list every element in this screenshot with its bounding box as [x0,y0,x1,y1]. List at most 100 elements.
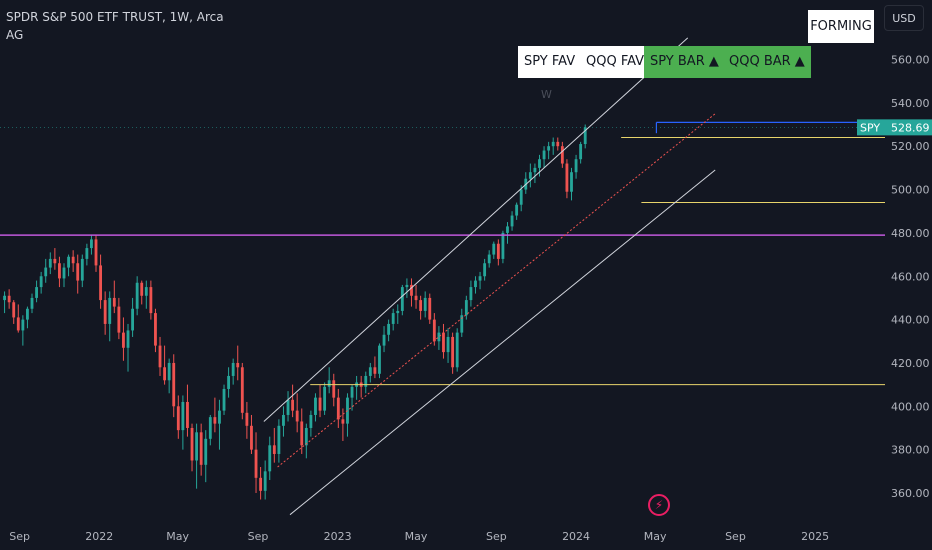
candle [327,367,331,394]
last-price-label: SPY 528.69 [857,119,932,136]
spy-bar-button[interactable]: SPY BAR ▲ [644,46,725,78]
candle [250,414,253,454]
candle-body [350,386,354,398]
candle [48,252,52,275]
candle-body [455,332,459,368]
candle [222,384,226,415]
price-axis[interactable]: 360.00 380.00 400.00 420.00 440.00 460.00 480.… [857,0,932,550]
currency-button[interactable]: USD [884,5,924,31]
candle-body [382,334,386,346]
time-axis[interactable]: Sep 2022 May Sep 2023 May Sep 2024 May Sep 2025 [0,524,932,550]
candle-body [103,300,107,324]
x-tick-label: Sep [725,530,746,543]
candle-body [341,419,345,424]
candle-body [71,256,75,264]
watermark: W [541,88,552,101]
candle-body [195,432,199,461]
y-tick-label: 360.00 [891,487,930,500]
candle-body [478,276,482,281]
candle [126,323,130,372]
candle-body [423,297,427,311]
candle-body [451,336,455,368]
candle-body [437,332,441,342]
candle [167,358,171,394]
candle-body [3,295,6,301]
candle-body [204,438,208,465]
candle [304,423,308,459]
y-tick-label: 520.00 [891,140,930,153]
candle-body [542,150,546,160]
candle [396,304,400,324]
candle-body [510,215,514,227]
candle-body [254,449,258,478]
candle [181,395,185,450]
candle-body [117,306,121,333]
candle [501,230,505,264]
qqq-bar-button[interactable]: QQQ BAR ▲ [723,46,811,78]
candle [112,280,116,314]
candle-body [538,159,541,168]
candle-body [400,287,404,311]
last-price-symbol: SPY [860,121,880,134]
candle-body [419,300,423,311]
candle-body [583,127,587,145]
candle-body [565,163,569,192]
candle-body [12,302,16,318]
x-tick-label: Sep [486,530,507,543]
candle [414,284,418,309]
candle-body [99,265,103,301]
candle [44,258,48,283]
candle [277,419,281,463]
candle-body [21,319,25,331]
candle [208,414,212,446]
candle-body [387,323,391,335]
candle-body [167,362,171,381]
candle-body [327,380,331,387]
candle-body [368,367,372,376]
candle [204,430,208,483]
candle [295,393,299,433]
candle [268,436,272,480]
spy-fav-button[interactable]: SPY FAV [518,46,582,78]
candle [99,254,103,309]
candle [282,406,285,437]
candle [58,256,61,288]
candle-body [318,397,322,411]
candle [272,427,276,463]
candle [39,271,43,294]
candle [528,163,532,188]
candle [506,222,509,244]
candle-body [460,315,464,333]
candle-body [560,146,564,164]
candle-body [492,243,496,255]
candle-body [122,332,125,348]
candle [464,295,468,320]
candle [240,362,244,420]
candle [346,393,349,437]
candle [199,423,203,476]
candle-body [250,425,253,450]
candle [7,289,11,309]
candle [496,239,500,266]
candle [547,141,551,160]
candle-body [190,427,194,461]
lightning-icon[interactable]: ⚡ [648,494,670,516]
qqq-fav-button[interactable]: QQQ FAV [580,46,651,78]
candle [382,326,386,353]
price-axis-bg [885,0,932,550]
candle [76,254,80,294]
candle-body [314,397,317,415]
candle-body [515,204,519,216]
candle [373,356,377,379]
candle-body [263,471,267,491]
candle [574,154,578,179]
candle [492,241,496,259]
candle-body [90,239,93,249]
x-tick-label: 2023 [324,530,352,543]
y-tick-label: 440.00 [891,314,930,327]
candle-body [533,167,537,173]
candle [259,466,263,500]
candle-body [464,300,468,316]
candle-body [240,367,244,413]
